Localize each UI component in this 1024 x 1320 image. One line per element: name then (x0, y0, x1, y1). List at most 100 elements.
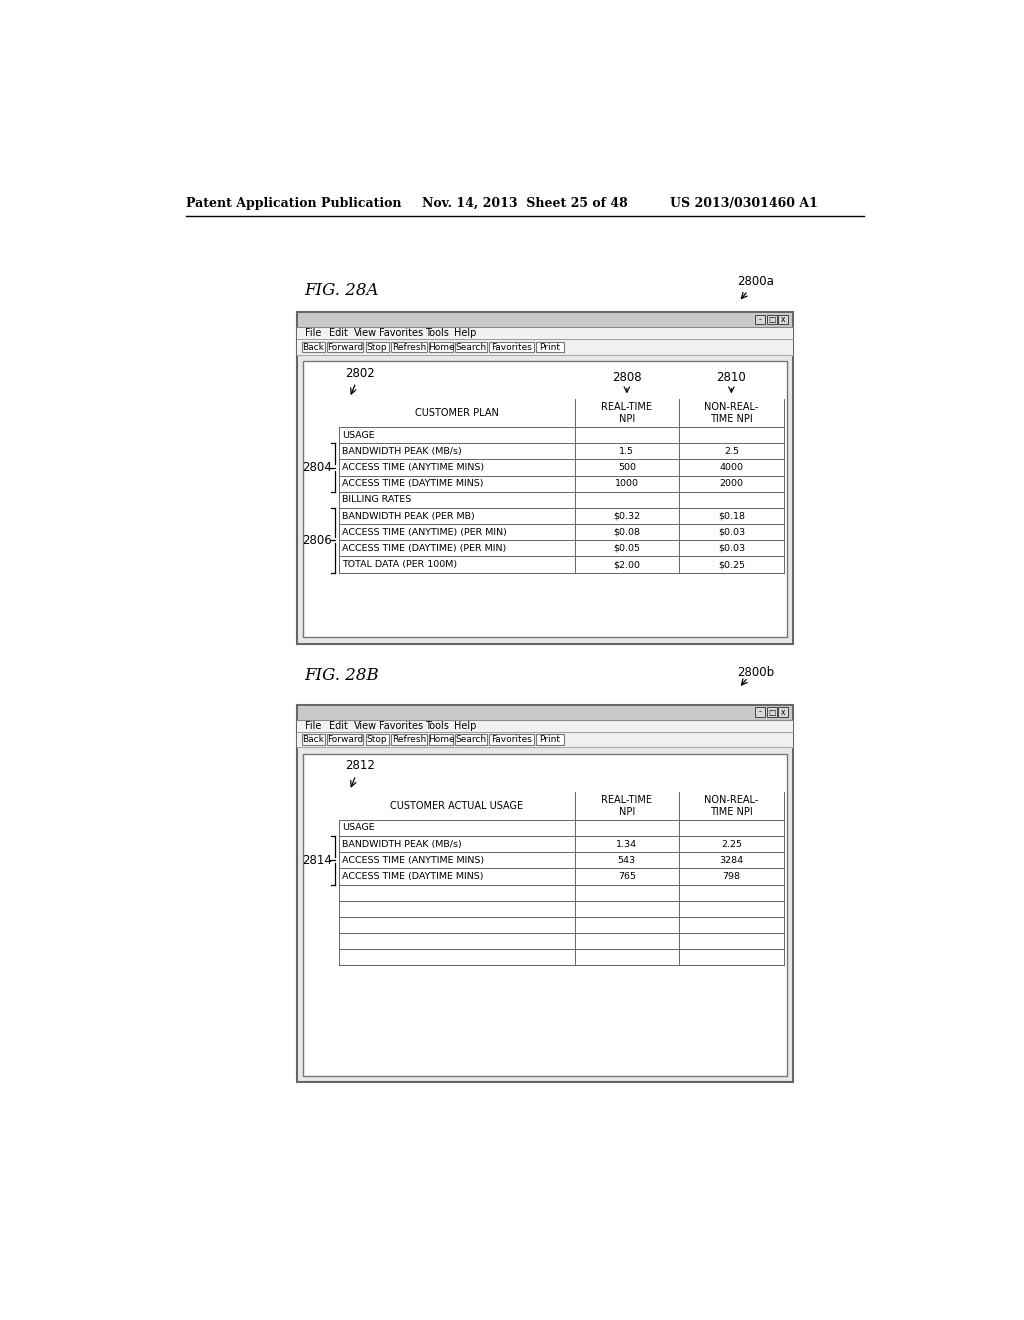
Text: File: File (305, 329, 322, 338)
Text: View: View (354, 329, 378, 338)
Bar (455, 734, 486, 744)
Text: BANDWIDTH PEAK (MB/s): BANDWIDTH PEAK (MB/s) (342, 447, 462, 455)
Bar (298, 313, 793, 327)
Text: $0.03: $0.03 (718, 528, 744, 537)
Bar (778, 708, 788, 717)
Text: USAGE: USAGE (342, 430, 375, 440)
Bar (536, 734, 563, 744)
Text: 1.5: 1.5 (620, 447, 634, 455)
Text: $0.32: $0.32 (613, 512, 640, 520)
Bar (767, 708, 776, 717)
Text: BANDWIDTH PEAK (MB/s): BANDWIDTH PEAK (MB/s) (342, 840, 462, 849)
Text: Tools: Tools (425, 329, 450, 338)
Bar (767, 314, 776, 323)
Text: Nov. 14, 2013  Sheet 25 of 48: Nov. 14, 2013 Sheet 25 of 48 (423, 197, 629, 210)
Bar (455, 342, 486, 352)
Text: 543: 543 (617, 855, 636, 865)
Text: Patent Application Publication: Patent Application Publication (186, 197, 401, 210)
Bar (328, 342, 364, 352)
Text: 2806: 2806 (302, 533, 332, 546)
Bar (366, 342, 389, 352)
Text: □: □ (768, 708, 775, 717)
Text: Help: Help (455, 721, 476, 731)
Text: 500: 500 (617, 463, 636, 473)
Bar (755, 708, 765, 717)
Text: 2814: 2814 (302, 854, 332, 867)
Text: ACCESS TIME (DAYTIME MINS): ACCESS TIME (DAYTIME MINS) (342, 479, 483, 488)
Text: US 2013/0301460 A1: US 2013/0301460 A1 (671, 197, 818, 210)
Bar (303, 754, 786, 1076)
Text: 2808: 2808 (612, 371, 642, 384)
Text: File: File (305, 721, 322, 731)
Bar (391, 342, 427, 352)
Text: 2810: 2810 (717, 371, 746, 384)
Bar (339, 792, 783, 965)
Text: $0.25: $0.25 (718, 560, 744, 569)
Text: BANDWIDTH PEAK (PER MB): BANDWIDTH PEAK (PER MB) (342, 512, 475, 520)
Text: x: x (781, 708, 785, 717)
Text: CUSTOMER PLAN: CUSTOMER PLAN (415, 408, 499, 418)
Text: View: View (354, 721, 378, 731)
Text: Search: Search (456, 343, 486, 351)
Text: 765: 765 (617, 873, 636, 880)
Text: Stop: Stop (367, 343, 387, 351)
Bar (429, 734, 453, 744)
Bar (297, 313, 793, 644)
Bar (297, 327, 793, 339)
Text: ACCESS TIME (ANYTIME MINS): ACCESS TIME (ANYTIME MINS) (342, 855, 484, 865)
Bar (339, 400, 783, 428)
Text: Print: Print (540, 735, 560, 744)
Text: Home: Home (428, 343, 455, 351)
Bar (755, 314, 765, 323)
Text: $0.03: $0.03 (718, 544, 744, 553)
Bar (391, 734, 427, 744)
Bar (339, 792, 783, 820)
Text: ACCESS TIME (DAYTIME MINS): ACCESS TIME (DAYTIME MINS) (342, 873, 483, 880)
Bar (297, 733, 793, 747)
Text: 3284: 3284 (719, 855, 743, 865)
Bar (489, 342, 534, 352)
Text: 1000: 1000 (614, 479, 639, 488)
Text: 798: 798 (722, 873, 740, 880)
Bar (297, 339, 793, 355)
Text: ACCESS TIME (ANYTIME MINS): ACCESS TIME (ANYTIME MINS) (342, 463, 484, 473)
Text: 2.25: 2.25 (721, 840, 741, 849)
Text: NON-REAL-
TIME NPI: NON-REAL- TIME NPI (705, 795, 759, 817)
Text: 2800a: 2800a (737, 275, 774, 288)
Text: Print: Print (540, 343, 560, 351)
Bar (302, 342, 325, 352)
Text: TOTAL DATA (PER 100M): TOTAL DATA (PER 100M) (342, 560, 457, 569)
Text: Home: Home (428, 735, 455, 744)
Text: Refresh: Refresh (392, 735, 426, 744)
Text: $0.05: $0.05 (613, 544, 640, 553)
Text: Back: Back (302, 343, 325, 351)
Text: ACCESS TIME (ANYTIME) (PER MIN): ACCESS TIME (ANYTIME) (PER MIN) (342, 528, 507, 537)
Bar (328, 734, 364, 744)
Text: REAL-TIME
NPI: REAL-TIME NPI (601, 403, 652, 424)
Text: 2802: 2802 (346, 367, 376, 380)
Text: Favorites: Favorites (490, 343, 531, 351)
Text: Stop: Stop (367, 735, 387, 744)
Text: FIG. 28A: FIG. 28A (305, 282, 379, 300)
Text: Edit: Edit (330, 329, 348, 338)
Bar (489, 734, 534, 744)
Bar (536, 342, 563, 352)
Text: Refresh: Refresh (392, 343, 426, 351)
Text: 2812: 2812 (345, 759, 376, 772)
Text: Favorites: Favorites (379, 329, 423, 338)
Bar (778, 314, 788, 323)
Bar (302, 734, 325, 744)
Text: -: - (759, 315, 762, 323)
Text: $2.00: $2.00 (613, 560, 640, 569)
Bar (297, 719, 793, 733)
Text: 2804: 2804 (302, 461, 332, 474)
Text: Favorites: Favorites (379, 721, 423, 731)
Text: NON-REAL-
TIME NPI: NON-REAL- TIME NPI (705, 403, 759, 424)
Text: ACCESS TIME (DAYTIME) (PER MIN): ACCESS TIME (DAYTIME) (PER MIN) (342, 544, 506, 553)
Text: Back: Back (302, 735, 325, 744)
Text: 2800b: 2800b (737, 667, 774, 680)
Text: Forward: Forward (327, 343, 364, 351)
Text: □: □ (768, 315, 775, 323)
Text: $0.08: $0.08 (613, 528, 640, 537)
Bar (303, 360, 786, 638)
